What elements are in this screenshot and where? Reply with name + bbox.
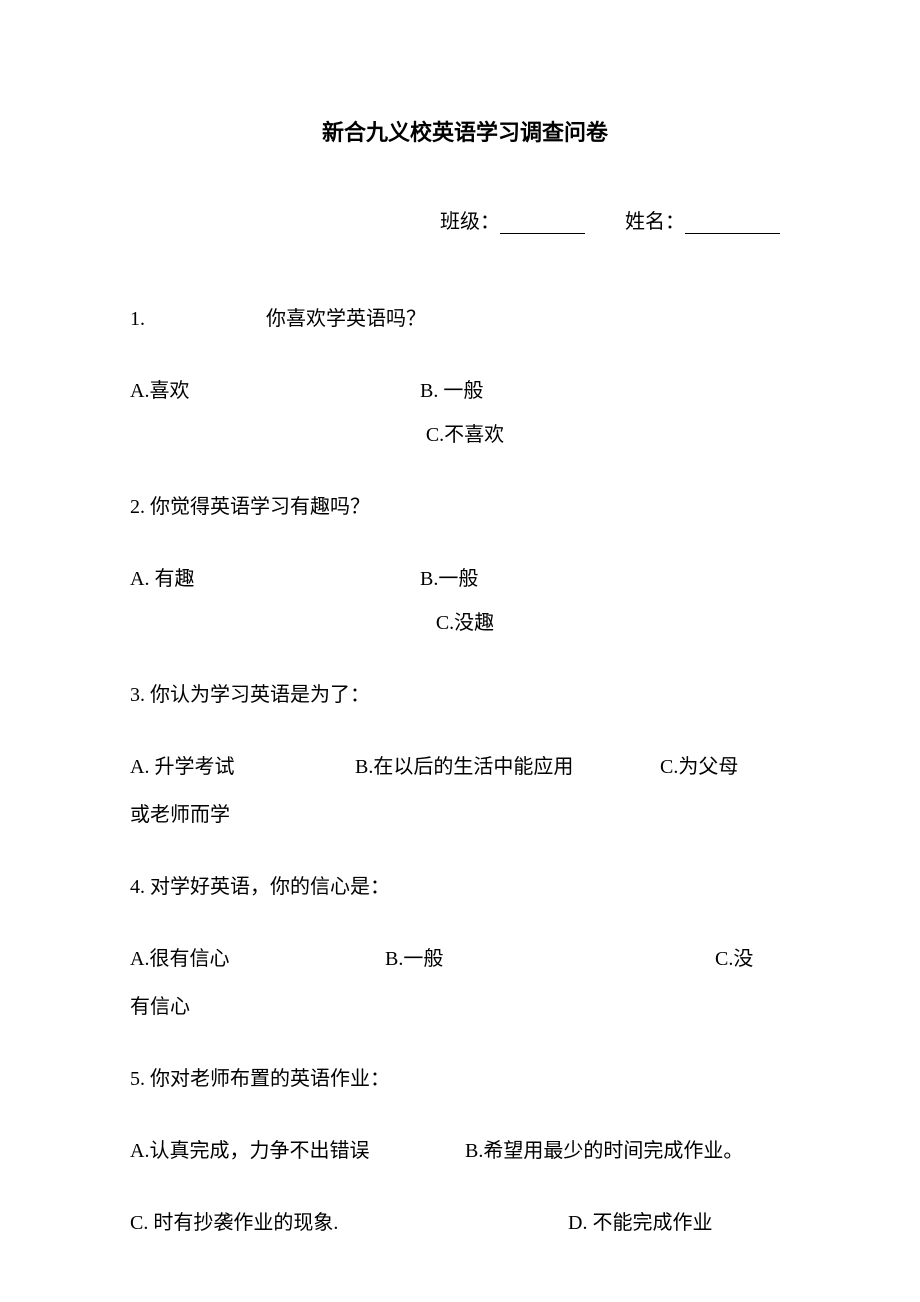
q5-option-a: A.认真完成，力争不出错误	[130, 1136, 465, 1166]
document-title: 新合九义校英语学习调查问卷	[130, 115, 800, 147]
q4-option-c-wrap: 有信心	[130, 992, 800, 1022]
q3-option-c: C.为父母	[660, 756, 738, 778]
q5-option-d: D. 不能完成作业	[568, 1212, 712, 1234]
question-4: 4. 对学好英语，你的信心是： A.很有信心B.一般C.没 有信心	[130, 872, 800, 1022]
q3-text: 3. 你认为学习英语是为了：	[130, 680, 800, 710]
q1-option-b: B. 一般	[420, 380, 483, 402]
q4-text: 4. 对学好英语，你的信心是：	[130, 872, 800, 902]
q1-option-c: C.不喜欢	[426, 424, 504, 446]
question-2: 2. 你觉得英语学习有趣吗？ A. 有趣B.一般 C.没趣	[130, 492, 800, 638]
q4-option-a: A.很有信心	[130, 944, 385, 974]
question-3: 3. 你认为学习英语是为了： A. 升学考试B.在以后的生活中能应用C.为父母 …	[130, 680, 800, 830]
q1-number: 1.	[130, 304, 266, 334]
question-5: 5. 你对老师布置的英语作业： A.认真完成，力争不出错误B.希望用最少的时间完…	[130, 1064, 800, 1238]
q2-text: 2. 你觉得英语学习有趣吗？	[130, 492, 800, 522]
q5-text: 5. 你对老师布置的英语作业：	[130, 1064, 800, 1094]
q2-option-c: C.没趣	[436, 612, 494, 634]
q3-option-c-wrap: 或老师而学	[130, 800, 800, 830]
q2-option-a: A. 有趣	[130, 564, 420, 594]
q3-option-b: B.在以后的生活中能应用	[355, 752, 660, 782]
name-blank	[685, 214, 780, 234]
q5-option-b: B.希望用最少的时间完成作业。	[465, 1140, 743, 1162]
q3-option-a: A. 升学考试	[130, 752, 355, 782]
class-blank	[500, 214, 585, 234]
class-label: 班级：	[440, 211, 500, 233]
q1-option-a: A.喜欢	[130, 376, 420, 406]
q4-option-b: B.一般	[385, 944, 715, 974]
q5-option-c: C. 时有抄袭作业的现象.	[130, 1208, 568, 1238]
q1-text: 你喜欢学英语吗？	[266, 308, 426, 330]
question-1: 1.你喜欢学英语吗？ A.喜欢B. 一般 C.不喜欢	[130, 304, 800, 450]
q2-option-b: B.一般	[420, 568, 478, 590]
student-info-line: 班级： 姓名：	[130, 205, 800, 234]
name-label: 姓名：	[625, 211, 685, 233]
q4-option-c: C.没	[715, 948, 753, 970]
